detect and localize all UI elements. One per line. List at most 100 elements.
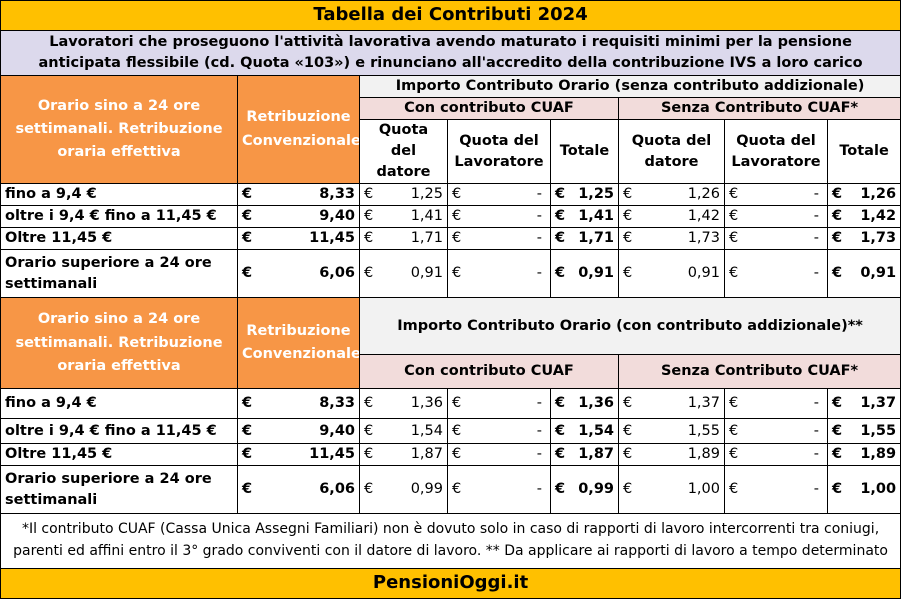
amount-value: 1,00	[687, 481, 720, 498]
section2-orario-header: Orario sino a 24 ore settimanali. Retrib…	[0, 297, 238, 390]
row-label: fino a 9,4 €	[0, 183, 238, 207]
amount-value: -	[813, 395, 819, 412]
row-label: fino a 9,4 €	[0, 388, 238, 420]
table-row: oltre i 9,4 € fino a 11,45 € €9,40 €1,41 € -…	[0, 205, 901, 229]
amount-value: -	[536, 186, 542, 203]
senza-cuaf-lavoratore-cell: € -	[724, 465, 828, 515]
con-cuaf-totale-cell: €1,25	[550, 183, 619, 207]
row-label: Orario superiore a 24 ore settimanali	[0, 465, 238, 515]
senza-cuaf-lavoratore-cell: € -	[724, 183, 828, 207]
senza-cuaf-lavoratore-cell: € -	[724, 227, 828, 251]
senza-cuaf-totale-cell: €1,26	[826, 183, 901, 207]
amount-value: -	[536, 230, 542, 247]
currency-symbol: €	[832, 395, 843, 412]
section2-retribuzione-header: Retribuzione Convenzionale	[237, 297, 360, 390]
con-cuaf-totale-cell: €0,91	[550, 249, 619, 299]
senza-cuaf-datore-cell: €1,37	[618, 388, 725, 420]
quota-lavoratore-header: Quota del Lavoratore	[724, 119, 828, 185]
senza-cuaf-datore-cell: €1,89	[618, 443, 725, 467]
table-row: oltre i 9,4 € fino a 11,45 € €9,40 €1,54 € -…	[0, 418, 901, 445]
currency-symbol: €	[832, 186, 843, 203]
amount-value: -	[536, 422, 542, 439]
amount-value: 0,91	[410, 265, 443, 282]
amount-value: -	[813, 422, 819, 439]
amount-value: 8,33	[319, 395, 355, 412]
amount-value: 1,25	[410, 186, 443, 203]
senza-cuaf-totale-cell: €1,55	[826, 418, 901, 445]
amount-value: -	[536, 265, 542, 282]
currency-symbol: €	[832, 265, 843, 282]
amount-value: 0,91	[860, 265, 897, 282]
amount-value: 1,87	[410, 446, 443, 463]
currency-symbol: €	[364, 186, 374, 203]
currency-symbol: €	[555, 208, 566, 225]
currency-symbol: €	[555, 265, 566, 282]
amount-value: -	[536, 481, 542, 498]
currency-symbol: €	[364, 422, 374, 439]
currency-symbol: €	[555, 422, 566, 439]
con-cuaf-lavoratore-cell: € -	[447, 443, 551, 467]
amount-value: 1,42	[687, 208, 720, 225]
currency-symbol: €	[242, 208, 253, 225]
con-cuaf-datore-cell: €1,54	[359, 418, 448, 445]
amount-value: 1,89	[687, 446, 720, 463]
currency-symbol: €	[729, 422, 739, 439]
currency-symbol: €	[832, 446, 843, 463]
currency-symbol: €	[364, 446, 374, 463]
currency-symbol: €	[623, 395, 633, 412]
section1-con-cuaf-header: Con contributo CUAF	[359, 97, 619, 121]
table-row: fino a 9,4 € €8,33 €1,25 € - €1,25 €1,26 € - €1,2…	[0, 183, 901, 207]
con-cuaf-lavoratore-cell: € -	[447, 388, 551, 420]
amount-value: 9,40	[319, 422, 355, 439]
con-cuaf-totale-cell: €1,71	[550, 227, 619, 251]
amount-value: 1,37	[860, 395, 897, 412]
senza-cuaf-datore-cell: €1,73	[618, 227, 725, 251]
amount-value: -	[536, 446, 542, 463]
currency-symbol: €	[452, 186, 462, 203]
currency-symbol: €	[452, 230, 462, 247]
currency-symbol: €	[729, 208, 739, 225]
row-label: Orario superiore a 24 ore settimanali	[0, 249, 238, 299]
retribuzione-cell: €6,06	[237, 465, 360, 515]
amount-value: -	[536, 208, 542, 225]
totale-header: Totale	[550, 119, 619, 185]
senza-cuaf-datore-cell: €1,42	[618, 205, 725, 229]
row-label: Oltre 11,45 €	[0, 227, 238, 251]
con-cuaf-totale-cell: €1,36	[550, 388, 619, 420]
senza-cuaf-datore-cell: €0,91	[618, 249, 725, 299]
section2-senza-cuaf-header: Senza Contributo CUAF*	[617, 354, 901, 390]
section1-orario-header: Orario sino a 24 ore settimanali. Retrib…	[0, 75, 238, 185]
senza-cuaf-totale-cell: €1,00	[826, 465, 901, 515]
currency-symbol: €	[623, 481, 633, 498]
senza-cuaf-totale-cell: €1,42	[826, 205, 901, 229]
currency-symbol: €	[729, 186, 739, 203]
currency-symbol: €	[364, 230, 374, 247]
con-cuaf-lavoratore-cell: € -	[447, 465, 551, 515]
amount-value: 11,45	[309, 230, 355, 247]
table-row: Orario superiore a 24 ore settimanali €6,…	[0, 465, 901, 515]
currency-symbol: €	[555, 481, 566, 498]
con-cuaf-datore-cell: €1,41	[359, 205, 448, 229]
currency-symbol: €	[452, 422, 462, 439]
currency-symbol: €	[623, 208, 633, 225]
table-row: Oltre 11,45 € €11,45 €1,71 € - €1,71 €1,73 € - €1…	[0, 227, 901, 251]
quota-datore-header: Quota del datore	[618, 119, 725, 185]
amount-value: -	[813, 265, 819, 282]
currency-symbol: €	[555, 230, 566, 247]
amount-value: 6,06	[319, 481, 355, 498]
senza-cuaf-lavoratore-cell: € -	[724, 418, 828, 445]
currency-symbol: €	[242, 265, 253, 282]
con-cuaf-datore-cell: €0,99	[359, 465, 448, 515]
currency-symbol: €	[452, 208, 462, 225]
retribuzione-cell: €11,45	[237, 443, 360, 467]
currency-symbol: €	[555, 395, 566, 412]
currency-symbol: €	[729, 395, 739, 412]
amount-value: 0,91	[578, 265, 614, 282]
retribuzione-cell: €9,40	[237, 418, 360, 445]
senza-cuaf-lavoratore-cell: € -	[724, 443, 828, 467]
senza-cuaf-datore-cell: €1,00	[618, 465, 725, 515]
senza-cuaf-lavoratore-cell: € -	[724, 388, 828, 420]
currency-symbol: €	[729, 446, 739, 463]
con-cuaf-datore-cell: €0,91	[359, 249, 448, 299]
currency-symbol: €	[242, 446, 253, 463]
